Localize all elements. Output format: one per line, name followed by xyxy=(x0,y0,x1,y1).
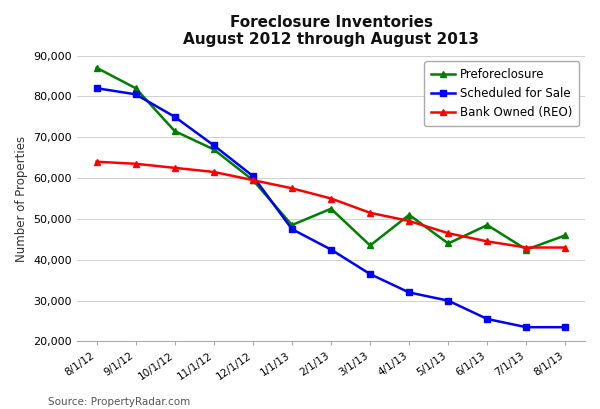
Line: Scheduled for Sale: Scheduled for Sale xyxy=(93,85,569,330)
Preforeclosure xyxy=(328,206,335,211)
Bank Owned (REO) xyxy=(210,169,217,174)
Preforeclosure xyxy=(484,222,491,227)
Bank Owned (REO) xyxy=(562,245,569,250)
Preforeclosure xyxy=(406,212,413,217)
Preforeclosure xyxy=(93,65,100,70)
Preforeclosure xyxy=(367,243,374,248)
Bank Owned (REO) xyxy=(484,239,491,244)
Text: Source: PropertyRadar.com: Source: PropertyRadar.com xyxy=(48,397,190,407)
Scheduled for Sale xyxy=(249,173,256,178)
Scheduled for Sale xyxy=(367,272,374,276)
Y-axis label: Number of Properties: Number of Properties xyxy=(15,135,28,262)
Scheduled for Sale xyxy=(523,325,530,330)
Bank Owned (REO) xyxy=(171,165,178,170)
Preforeclosure xyxy=(171,129,178,134)
Scheduled for Sale xyxy=(328,247,335,252)
Scheduled for Sale xyxy=(562,325,569,330)
Preforeclosure xyxy=(289,222,296,227)
Bank Owned (REO) xyxy=(289,186,296,191)
Preforeclosure xyxy=(132,86,139,91)
Scheduled for Sale xyxy=(289,227,296,231)
Title: Foreclosure Inventories
August 2012 through August 2013: Foreclosure Inventories August 2012 thro… xyxy=(183,15,479,47)
Scheduled for Sale xyxy=(93,86,100,91)
Bank Owned (REO) xyxy=(523,245,530,250)
Preforeclosure xyxy=(562,233,569,238)
Scheduled for Sale xyxy=(171,115,178,119)
Line: Bank Owned (REO): Bank Owned (REO) xyxy=(93,158,569,251)
Preforeclosure xyxy=(445,241,452,246)
Bank Owned (REO) xyxy=(367,210,374,215)
Legend: Preforeclosure, Scheduled for Sale, Bank Owned (REO): Preforeclosure, Scheduled for Sale, Bank… xyxy=(424,61,579,126)
Line: Preforeclosure: Preforeclosure xyxy=(93,64,569,253)
Scheduled for Sale xyxy=(132,92,139,97)
Scheduled for Sale xyxy=(210,143,217,148)
Preforeclosure xyxy=(249,178,256,182)
Scheduled for Sale xyxy=(445,298,452,303)
Scheduled for Sale xyxy=(484,317,491,321)
Scheduled for Sale xyxy=(406,290,413,295)
Bank Owned (REO) xyxy=(406,218,413,223)
Bank Owned (REO) xyxy=(249,178,256,182)
Bank Owned (REO) xyxy=(445,231,452,236)
Preforeclosure xyxy=(523,247,530,252)
Preforeclosure xyxy=(210,147,217,152)
Bank Owned (REO) xyxy=(93,159,100,164)
Bank Owned (REO) xyxy=(328,196,335,201)
Bank Owned (REO) xyxy=(132,161,139,166)
